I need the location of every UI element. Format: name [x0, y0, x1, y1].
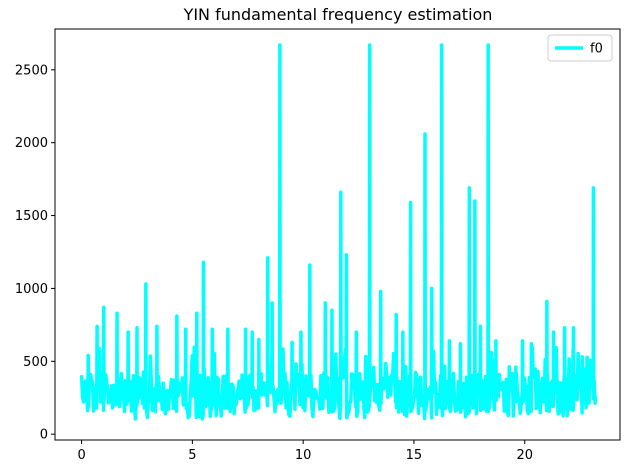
- x-tick-label: 0: [77, 448, 85, 463]
- y-tick-label: 0: [40, 428, 48, 443]
- y-tick-label: 1500: [15, 209, 48, 224]
- series-line-f0: [79, 43, 598, 421]
- x-tick-label: 15: [406, 448, 423, 463]
- x-tick-label: 10: [295, 448, 312, 463]
- y-tick-label: 500: [23, 355, 48, 370]
- legend-label-f0: f0: [590, 42, 603, 57]
- x-tick-label: 20: [516, 448, 533, 463]
- y-tick-label: 2500: [15, 63, 48, 78]
- legend: f0: [547, 34, 613, 62]
- y-tick-label: 1000: [15, 282, 48, 297]
- x-tick-label: 5: [188, 448, 196, 463]
- axes-frame: [54, 28, 621, 441]
- y-tick-label: 2000: [15, 136, 48, 151]
- chart-title: YIN fundamental frequency estimation: [183, 5, 493, 24]
